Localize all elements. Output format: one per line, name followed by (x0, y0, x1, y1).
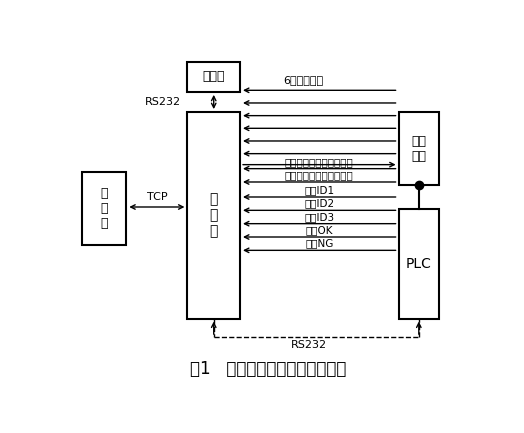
Text: RS232: RS232 (291, 340, 327, 350)
Text: 测量NG: 测量NG (305, 239, 333, 249)
Bar (398, 112, 439, 185)
Text: TCP: TCP (147, 192, 167, 202)
Bar (82, 172, 126, 246)
Text: PLC: PLC (406, 257, 432, 271)
Text: 测量启动和测量停止信号: 测量启动和测量停止信号 (285, 157, 354, 167)
Text: 扫描仪: 扫描仪 (202, 71, 225, 84)
Bar (187, 62, 240, 92)
Text: RS232: RS232 (145, 97, 181, 107)
Text: 测量OK: 测量OK (305, 225, 333, 235)
Text: 端面启动和端面停止信号: 端面启动和端面停止信号 (285, 170, 354, 180)
Text: 6路测量数据: 6路测量数据 (283, 75, 323, 85)
Text: 工件ID3: 工件ID3 (304, 212, 334, 222)
Text: 工件ID1: 工件ID1 (304, 185, 334, 195)
Text: 图1   自动测量系统核心部件组成: 图1 自动测量系统核心部件组成 (190, 360, 347, 378)
Bar (398, 209, 439, 319)
Text: 工件ID2: 工件ID2 (304, 199, 334, 209)
Bar (187, 112, 240, 319)
Text: 工
控
机: 工 控 机 (210, 192, 218, 239)
Text: 总
控
机: 总 控 机 (100, 187, 108, 230)
Text: 测量
夹具: 测量 夹具 (411, 135, 427, 163)
